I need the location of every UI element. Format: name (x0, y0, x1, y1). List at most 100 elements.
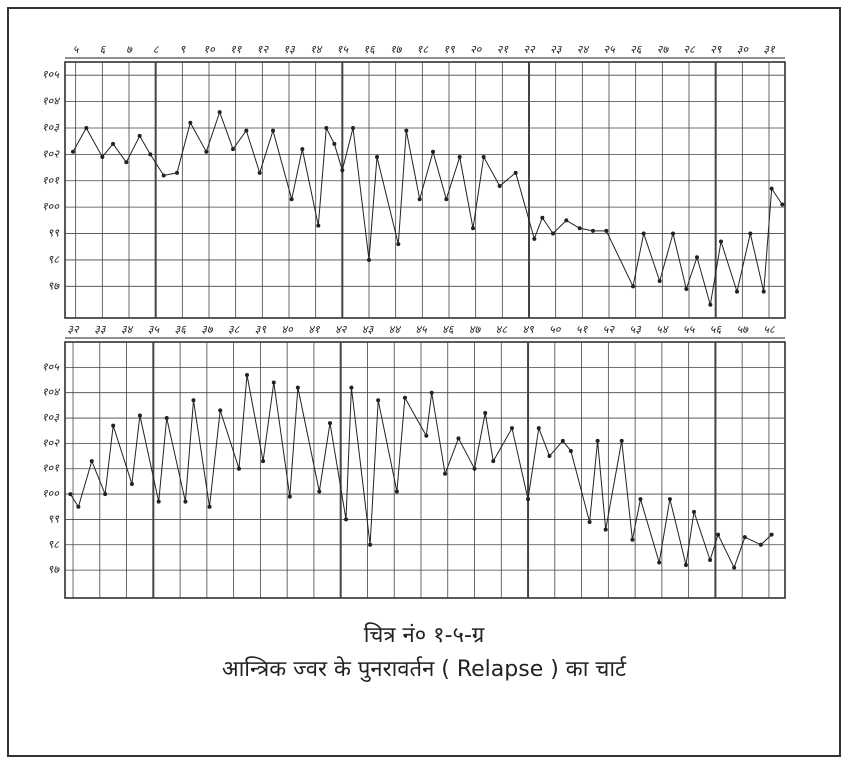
temperature-point (471, 226, 475, 231)
temperature-point (719, 239, 723, 244)
x-tick-label: ४८ (496, 323, 509, 336)
temperature-point (231, 147, 235, 152)
x-tick-label: ११ (230, 43, 243, 56)
temperature-point (394, 489, 399, 494)
temperature-point (735, 289, 739, 294)
temperature-point (175, 170, 179, 175)
temperature-point (577, 226, 582, 231)
temperature-point (708, 557, 713, 562)
temperature-point (368, 542, 373, 547)
temperature-point (748, 231, 753, 236)
y-tick-label: १०५ (42, 360, 60, 373)
x-tick-label: ५४ (656, 323, 669, 336)
temperature-point (111, 423, 116, 428)
temperature-point (324, 125, 329, 130)
temperature-point (638, 497, 643, 502)
temperature-point (161, 173, 166, 178)
temperature-point (532, 236, 537, 241)
y-tick-label: १०३ (42, 121, 60, 134)
temperature-point (564, 218, 569, 223)
temperature-point (245, 372, 250, 377)
x-tick-label: ५८ (763, 323, 776, 336)
temperature-point (137, 413, 142, 418)
temperature-point (191, 398, 196, 403)
x-tick-label: ५६ (710, 323, 723, 336)
temperature-point (317, 489, 322, 494)
temperature-point (244, 128, 249, 133)
y-tick-label: १०४ (42, 386, 60, 399)
temperature-point (536, 426, 541, 431)
temperature-point (671, 231, 675, 236)
temperature-point (204, 149, 209, 154)
x-tick-label: ३३ (94, 323, 107, 336)
x-tick-label: १७ (390, 43, 403, 56)
x-tick-label: ४३ (362, 323, 375, 336)
x-tick-label: ३१ (763, 43, 776, 56)
temperature-point (89, 459, 94, 464)
x-tick-label: २७ (657, 43, 670, 56)
temperature-point (431, 149, 435, 154)
temperature-point (780, 202, 785, 207)
temperature-point (551, 231, 555, 236)
temperature-point (716, 532, 721, 537)
x-tick-label: ३६ (174, 323, 187, 336)
temperature-point (540, 215, 545, 220)
temperature-point (327, 421, 332, 426)
figure-title: आन्त्रिक ज्वर के पुनरावर्तन ( Relapse ) … (222, 656, 627, 682)
y-tick-label: ९७ (48, 279, 61, 292)
temperature-point (472, 466, 477, 471)
x-tick-label: ५० (549, 323, 562, 336)
y-tick-label: ९९ (48, 227, 60, 240)
temperature-point (695, 255, 699, 260)
figure-label: चित्र नं० १-५-ग्र (364, 622, 485, 648)
x-tick-label: ३२ (67, 323, 80, 336)
temperature-point (761, 289, 766, 294)
temperature-point (443, 471, 448, 476)
temperature-point (456, 436, 461, 441)
temperature-point (207, 504, 212, 509)
temperature-point (344, 517, 349, 522)
temperature-point (257, 170, 262, 175)
temperature-point (164, 416, 169, 421)
temperature-point (316, 223, 321, 228)
temperature-point (769, 532, 774, 537)
x-tick-label: ४९ (522, 323, 534, 336)
temperature-point (103, 492, 108, 497)
temperature-point (218, 408, 223, 413)
x-tick-label: ८ (153, 43, 160, 56)
x-tick-label: १६ (363, 43, 376, 56)
temperature-point (137, 133, 142, 138)
temperature-point (708, 302, 713, 307)
temperature-point (603, 527, 608, 532)
x-tick-label: ४२ (335, 323, 348, 336)
temperature-point (148, 152, 153, 157)
x-tick-label: १२ (257, 43, 270, 56)
temperature-point (491, 459, 496, 464)
temperature-point (271, 128, 275, 133)
temperature-point (156, 499, 161, 504)
x-tick-label: २१ (497, 43, 510, 56)
y-tick-label: ९७ (48, 563, 61, 576)
x-tick-label: ३८ (228, 323, 241, 336)
temperature-point (124, 160, 129, 165)
x-tick-label: २४ (577, 43, 590, 56)
temperature-point (568, 448, 573, 453)
temperature-point (657, 279, 662, 284)
temperature-point (683, 563, 688, 568)
temperature-point (295, 385, 300, 390)
x-tick-label: ३९ (255, 323, 267, 336)
temperature-point (684, 286, 689, 291)
y-tick-label: ९९ (48, 512, 60, 525)
y-tick-label: १०४ (42, 95, 60, 108)
temperature-point (367, 257, 371, 262)
y-tick-label: १०० (42, 487, 60, 500)
y-tick-label: १०५ (42, 68, 60, 81)
temperature-point (758, 542, 763, 547)
x-tick-label: ३५ (148, 323, 161, 336)
temperature-point (349, 385, 354, 390)
x-tick-label: १० (203, 43, 216, 56)
temperature-point (417, 197, 422, 202)
temperature-point (236, 466, 241, 471)
x-tick-label: ४५ (415, 323, 428, 336)
